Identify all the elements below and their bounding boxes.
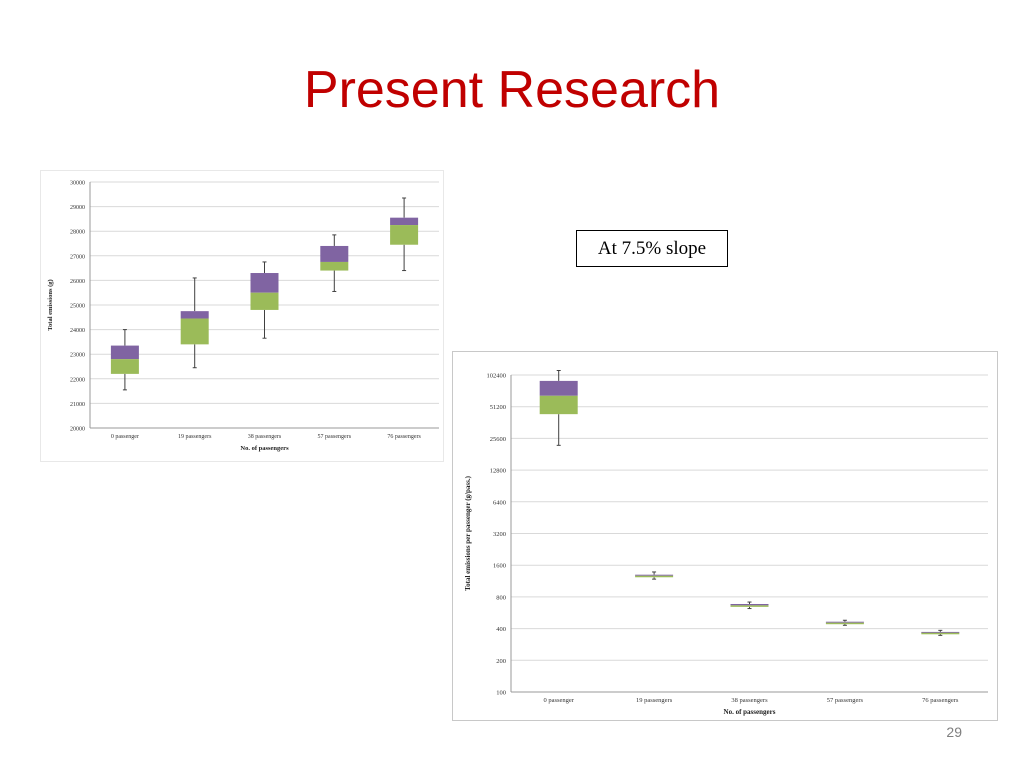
box-upper-quartile: [539, 380, 578, 396]
box-upper-quartile: [825, 621, 864, 623]
x-tick-label: 19 passengers: [636, 697, 673, 704]
box-upper-quartile: [390, 217, 419, 226]
y-tick-label: 25000: [70, 304, 85, 310]
box-upper-quartile: [180, 311, 209, 319]
x-tick-label: 57 passengers: [318, 434, 352, 440]
box-lower-quartile: [180, 318, 209, 345]
x-tick-label: 19 passengers: [178, 434, 212, 440]
y-tick-label: 29000: [70, 205, 85, 211]
x-tick-label: 38 passengers: [248, 434, 282, 440]
box-lower-quartile: [320, 261, 349, 271]
y-tick-label: 1600: [493, 563, 506, 570]
x-tick-label: 0 passenger: [543, 697, 574, 704]
box-lower-quartile: [635, 575, 674, 578]
x-tick-label: 57 passengers: [827, 697, 864, 704]
y-axis-title: Total emissions per passenger (g/pass.): [464, 475, 472, 590]
x-tick-label: 76 passengers: [922, 697, 959, 704]
box-upper-quartile: [635, 574, 674, 576]
y-tick-label: 12800: [490, 468, 506, 475]
box-lower-quartile: [390, 225, 419, 245]
y-tick-label: 28000: [70, 230, 85, 236]
y-tick-label: 21000: [70, 402, 85, 408]
box-lower-quartile: [539, 395, 578, 415]
y-tick-label: 26000: [70, 279, 85, 285]
box-lower-quartile: [825, 622, 864, 625]
x-axis-title: No. of passengers: [724, 708, 776, 716]
x-tick-label: 0 passenger: [111, 434, 139, 440]
slide-title: Present Research: [303, 61, 721, 119]
x-tick-label: 38 passengers: [731, 697, 768, 704]
y-tick-label: 400: [496, 626, 506, 633]
y-tick-label: 800: [496, 594, 506, 601]
x-axis-title: No. of passengers: [240, 445, 289, 452]
emissions-chart: 20000 21000 22000 23000 24000 25000 26000 27000…: [40, 170, 444, 462]
y-tick-label: 22000: [70, 377, 85, 383]
y-tick-label: 25600: [490, 436, 506, 443]
y-tick-label: 100: [496, 690, 506, 697]
y-tick-label: 102400: [487, 373, 507, 380]
y-tick-label: 200: [496, 658, 506, 665]
y-tick-label: 30000: [70, 181, 85, 187]
y-tick-label: 51200: [490, 404, 506, 411]
x-tick-label: 76 passengers: [387, 434, 421, 440]
y-tick-label: 24000: [70, 328, 85, 334]
y-tick-label: 3200: [493, 531, 506, 538]
emissions-per-passenger-chart: 100 200 400 800 1600 3200 6400 12800 25600 51200 1…: [452, 351, 998, 721]
box-upper-quartile: [250, 273, 279, 293]
box-upper-quartile: [921, 631, 960, 633]
y-tick-label: 20000: [70, 427, 85, 433]
page-number: 29: [946, 724, 962, 740]
box-upper-quartile: [730, 603, 769, 606]
y-tick-label: 6400: [493, 499, 506, 506]
box-upper-quartile: [320, 245, 349, 262]
emissions-chart-svg: 20000 21000 22000 23000 24000 25000 26000 27000…: [47, 181, 439, 452]
box-lower-quartile: [730, 605, 769, 607]
y-tick-label: 23000: [70, 353, 85, 359]
emissions-per-passenger-chart-svg: 100 200 400 800 1600 3200 6400 12800 25600 51200 1…: [464, 369, 988, 716]
box-lower-quartile: [921, 632, 960, 635]
slope-label: At 7.5% slope: [576, 230, 728, 267]
box-lower-quartile: [110, 359, 139, 374]
box-upper-quartile: [110, 345, 139, 360]
y-axis-title: Total emissions (g): [47, 279, 54, 330]
box-lower-quartile: [250, 292, 279, 310]
y-tick-label: 27000: [70, 254, 85, 260]
